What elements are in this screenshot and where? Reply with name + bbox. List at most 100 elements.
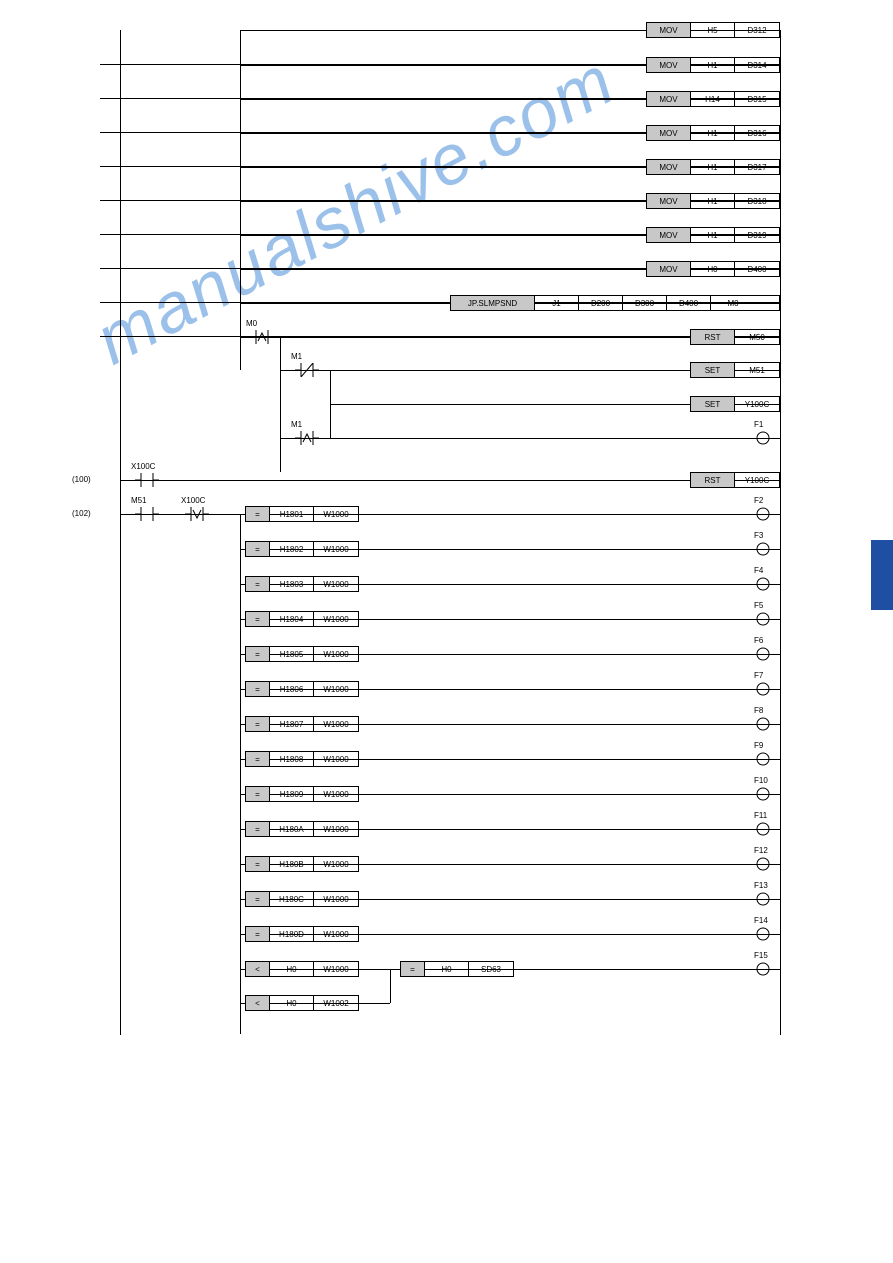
coil-F9: F9: [756, 752, 770, 766]
cmp-box-2: = H1803 W1000: [245, 576, 359, 592]
mov-box-4: MOV H1 D317: [646, 159, 780, 175]
cmp-lt-2: < H0 W1002: [245, 995, 359, 1011]
coil-F10: F10: [756, 787, 770, 801]
rung-cmp-6: = H1807 W1000 F8: [100, 724, 780, 758]
coil-F9-label: F9: [754, 741, 763, 750]
cmp-box-4: = H1805 W1000: [245, 646, 359, 662]
cmp-op-6: =: [246, 717, 270, 731]
mov-dst-3: D316: [735, 126, 779, 140]
cmp-a-4: H1805: [270, 647, 314, 661]
slmp-a2: D300: [623, 296, 667, 310]
mov-op-6: MOV: [647, 228, 691, 242]
mov-op-2: MOV: [647, 92, 691, 106]
coil-f1: F1: [756, 431, 770, 445]
cmp-box-12: = H180D W1000: [245, 926, 359, 942]
cmp-lt-2-a: H0: [270, 996, 314, 1010]
mov-dst-4: D317: [735, 160, 779, 174]
coil-F12: F12: [756, 857, 770, 871]
cmp-box-3: = H1804 W1000: [245, 611, 359, 627]
rung-cmp-10: = H180B W1000 F12: [100, 864, 780, 898]
cmp-op-11: =: [246, 892, 270, 906]
coil-F14-label: F14: [754, 916, 768, 925]
mov-src-0: H5: [691, 23, 735, 37]
coil-F8-label: F8: [754, 706, 763, 715]
cmp-op-0: =: [246, 507, 270, 521]
mov-op-3: MOV: [647, 126, 691, 140]
coil-f15-label: F15: [754, 951, 768, 960]
mov-op-5: MOV: [647, 194, 691, 208]
contact-m0-label: M0: [246, 319, 257, 328]
contact-x100c-falling-label: X100C: [181, 496, 205, 505]
set-y100c: SET Y100C: [690, 396, 780, 412]
cmp-b-10: W1000: [314, 857, 358, 871]
mov-dst-0: D312: [735, 23, 779, 37]
slmp-a4: M0: [711, 296, 755, 310]
cmp-a-0: H1801: [270, 507, 314, 521]
cmp-a-10: H180B: [270, 857, 314, 871]
cmp-b-8: W1000: [314, 787, 358, 801]
rst-m50-arg: M50: [735, 330, 779, 344]
coil-F14: F14: [756, 927, 770, 941]
cmp-a-8: H1809: [270, 787, 314, 801]
set-m51: SET M51: [690, 362, 780, 378]
cmp-eq-sd-d: SD63: [469, 962, 513, 976]
slmp-box: JP.SLMPSND J1 D200 D300 D400 M0: [450, 295, 780, 311]
mov-dst-1: D314: [735, 58, 779, 72]
contact-x100c-label: X100C: [131, 462, 155, 471]
cmp-op-3: =: [246, 612, 270, 626]
coil-F6: F6: [756, 647, 770, 661]
cmp-op-4: =: [246, 647, 270, 661]
rung-cmp-5: = H1806 W1000 F7: [100, 689, 780, 723]
slmp-a3: D400: [667, 296, 711, 310]
step-100: (100): [72, 475, 91, 484]
rst-y100c: RST Y100C: [690, 472, 780, 488]
mov-src-5: H1: [691, 194, 735, 208]
cmp-box-11: = H180C W1000: [245, 891, 359, 907]
cmp-b-2: W1000: [314, 577, 358, 591]
cmp-box-1: = H1802 W1000: [245, 541, 359, 557]
rung-cmp-3: = H1804 W1000 F5: [100, 619, 780, 653]
contact-m51-label: M51: [131, 496, 147, 505]
coil-F4: F4: [756, 577, 770, 591]
set-y100c-op: SET: [691, 397, 735, 411]
rung-cmp-1: = H1802 W1000 F3: [100, 549, 780, 583]
cmp-box-10: = H180B W1000: [245, 856, 359, 872]
mov-box-2: MOV H14 D315: [646, 91, 780, 107]
cmp-lt-1-op: <: [246, 962, 270, 976]
mov-box-0: MOV H5 D312: [646, 22, 780, 38]
coil-F13: F13: [756, 892, 770, 906]
mov-src-6: H1: [691, 228, 735, 242]
cmp-lt-2-op: <: [246, 996, 270, 1010]
coil-f15: F15: [756, 962, 770, 976]
coil-F5: F5: [756, 612, 770, 626]
cmp-b-1: W1000: [314, 542, 358, 556]
contact-x100c: X100C: [135, 473, 159, 487]
cmp-op-10: =: [246, 857, 270, 871]
cmp-eq-sd: = H0 SD63: [400, 961, 514, 977]
mov-dst-5: D318: [735, 194, 779, 208]
cmp-eq-sd-c: H0: [425, 962, 469, 976]
mov-op-0: MOV: [647, 23, 691, 37]
cmp-box-6: = H1807 W1000: [245, 716, 359, 732]
coil-F7-label: F7: [754, 671, 763, 680]
coil-f1-label: F1: [754, 420, 763, 429]
cmp-a-5: H1806: [270, 682, 314, 696]
mov-box-3: MOV H1 D316: [646, 125, 780, 141]
set-m51-op: SET: [691, 363, 735, 377]
cmp-a-6: H1807: [270, 717, 314, 731]
mov-dst-7: D400: [735, 262, 779, 276]
slmp-op: JP.SLMPSND: [451, 296, 535, 310]
step-102: (102): [72, 509, 91, 518]
outer-right-rail: [780, 30, 781, 1035]
coil-F4-label: F4: [754, 566, 763, 575]
rst-m50-op: RST: [691, 330, 735, 344]
page-tab: [871, 540, 893, 610]
cmp-eq-sd-op: =: [401, 962, 425, 976]
cmp-box-7: = H1808 W1000: [245, 751, 359, 767]
rung-cmp-0: = H1801 W1000 F2: [100, 514, 780, 548]
cmp-box-0: = H1801 W1000: [245, 506, 359, 522]
mov-op-4: MOV: [647, 160, 691, 174]
contact-m1-nc-label: M1: [291, 352, 302, 361]
cmp-b-3: W1000: [314, 612, 358, 626]
coil-F3-label: F3: [754, 531, 763, 540]
